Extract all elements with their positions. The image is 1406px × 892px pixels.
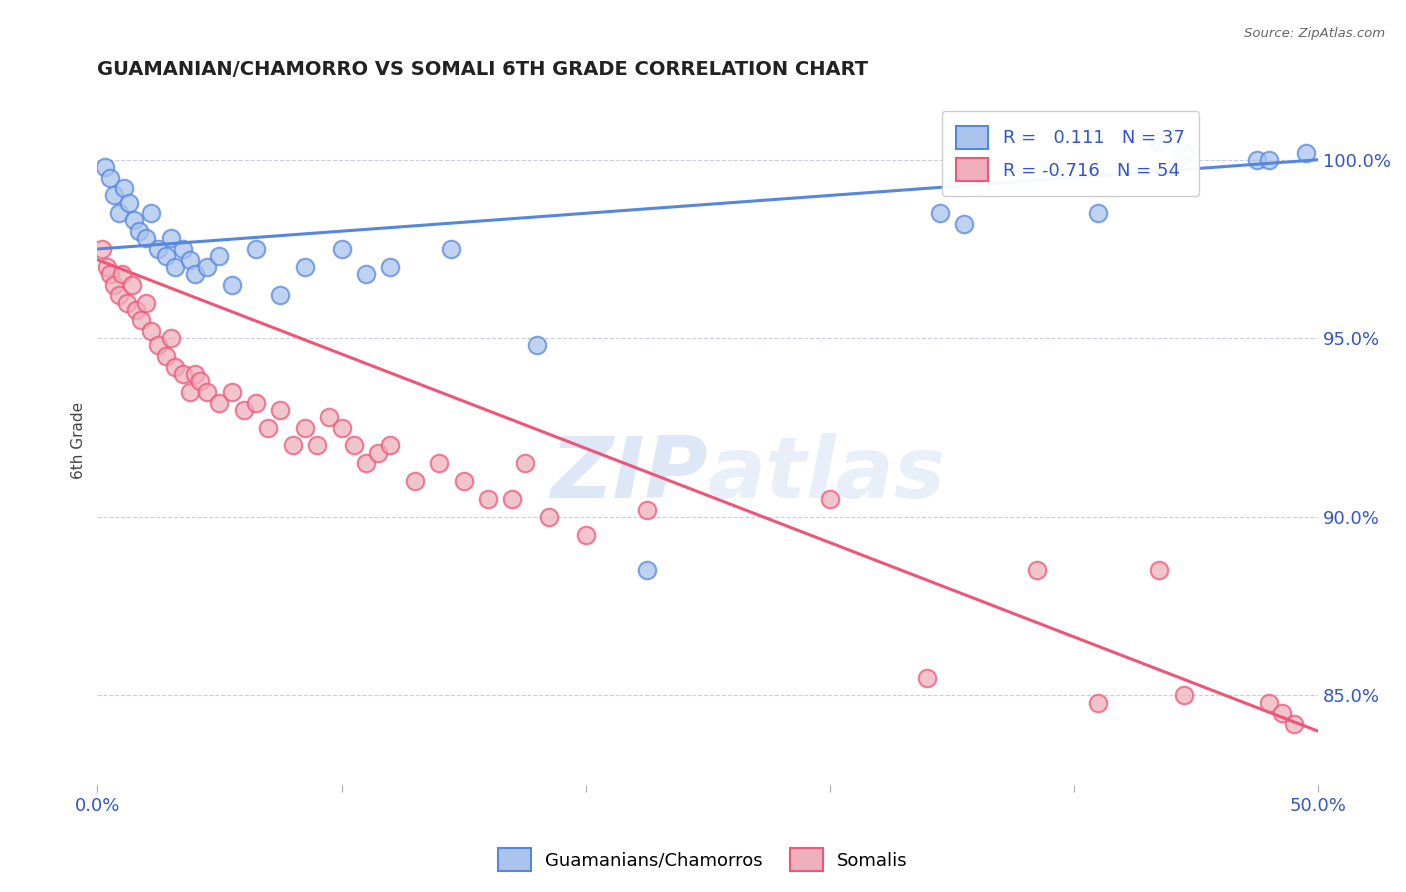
Point	[330, 242, 353, 256]
Point	[148, 242, 170, 256]
Point	[354, 267, 377, 281]
Point	[172, 242, 194, 256]
Point	[367, 445, 389, 459]
Point	[179, 384, 201, 399]
Point	[330, 420, 353, 434]
Point	[343, 438, 366, 452]
Point	[232, 402, 254, 417]
Point	[135, 295, 157, 310]
Point	[129, 313, 152, 327]
Point	[128, 224, 150, 238]
Legend: Guamanians/Chamorros, Somalis: Guamanians/Chamorros, Somalis	[491, 841, 915, 879]
Text: atlas: atlas	[707, 433, 946, 516]
Point	[165, 260, 187, 274]
Point	[354, 456, 377, 470]
Point	[148, 338, 170, 352]
Point	[513, 456, 536, 470]
Point	[501, 491, 523, 506]
Point	[818, 491, 841, 506]
Point	[380, 260, 402, 274]
Point	[477, 491, 499, 506]
Point	[537, 509, 560, 524]
Point	[98, 267, 121, 281]
Point	[404, 474, 426, 488]
Point	[1026, 564, 1049, 578]
Point	[636, 502, 658, 516]
Text: Source: ZipAtlas.com: Source: ZipAtlas.com	[1244, 27, 1385, 40]
Point	[93, 160, 115, 174]
Point	[440, 242, 463, 256]
Point	[281, 438, 304, 452]
Point	[112, 181, 135, 195]
Point	[1246, 153, 1268, 167]
Point	[526, 338, 548, 352]
Point	[115, 295, 138, 310]
Point	[636, 564, 658, 578]
Point	[125, 302, 148, 317]
Point	[1173, 145, 1195, 160]
Point	[427, 456, 450, 470]
Point	[1087, 696, 1109, 710]
Point	[118, 195, 141, 210]
Point	[91, 242, 114, 256]
Point	[269, 402, 291, 417]
Point	[294, 420, 316, 434]
Point	[1258, 153, 1281, 167]
Point	[172, 367, 194, 381]
Text: ZIP: ZIP	[550, 433, 707, 516]
Point	[1173, 689, 1195, 703]
Point	[269, 288, 291, 302]
Point	[122, 213, 145, 227]
Point	[184, 267, 207, 281]
Point	[139, 324, 162, 338]
Point	[135, 231, 157, 245]
Point	[221, 277, 243, 292]
Point	[928, 206, 950, 220]
Point	[165, 359, 187, 374]
Point	[1282, 717, 1305, 731]
Point	[245, 395, 267, 409]
Legend: R =   0.111   N = 37, R = -0.716   N = 54: R = 0.111 N = 37, R = -0.716 N = 54	[942, 112, 1199, 195]
Point	[1149, 564, 1171, 578]
Point	[380, 438, 402, 452]
Point	[188, 374, 211, 388]
Point	[294, 260, 316, 274]
Point	[159, 331, 181, 345]
Point	[121, 277, 143, 292]
Point	[139, 206, 162, 220]
Point	[155, 249, 177, 263]
Point	[96, 260, 118, 274]
Point	[453, 474, 475, 488]
Point	[1270, 706, 1292, 721]
Point	[1149, 135, 1171, 149]
Point	[307, 438, 329, 452]
Point	[98, 170, 121, 185]
Point	[111, 267, 134, 281]
Point	[208, 249, 231, 263]
Point	[184, 367, 207, 381]
Point	[575, 527, 598, 541]
Point	[159, 231, 181, 245]
Point	[179, 252, 201, 267]
Point	[103, 188, 125, 202]
Point	[221, 384, 243, 399]
Y-axis label: 6th Grade: 6th Grade	[72, 401, 86, 479]
Point	[103, 277, 125, 292]
Text: GUAMANIAN/CHAMORRO VS SOMALI 6TH GRADE CORRELATION CHART: GUAMANIAN/CHAMORRO VS SOMALI 6TH GRADE C…	[97, 60, 869, 78]
Point	[108, 206, 131, 220]
Point	[257, 420, 280, 434]
Point	[195, 260, 218, 274]
Point	[108, 288, 131, 302]
Point	[953, 217, 976, 231]
Point	[208, 395, 231, 409]
Point	[155, 349, 177, 363]
Point	[195, 384, 218, 399]
Point	[318, 409, 340, 424]
Point	[1087, 206, 1109, 220]
Point	[1258, 696, 1281, 710]
Point	[245, 242, 267, 256]
Point	[917, 671, 939, 685]
Point	[1295, 145, 1317, 160]
